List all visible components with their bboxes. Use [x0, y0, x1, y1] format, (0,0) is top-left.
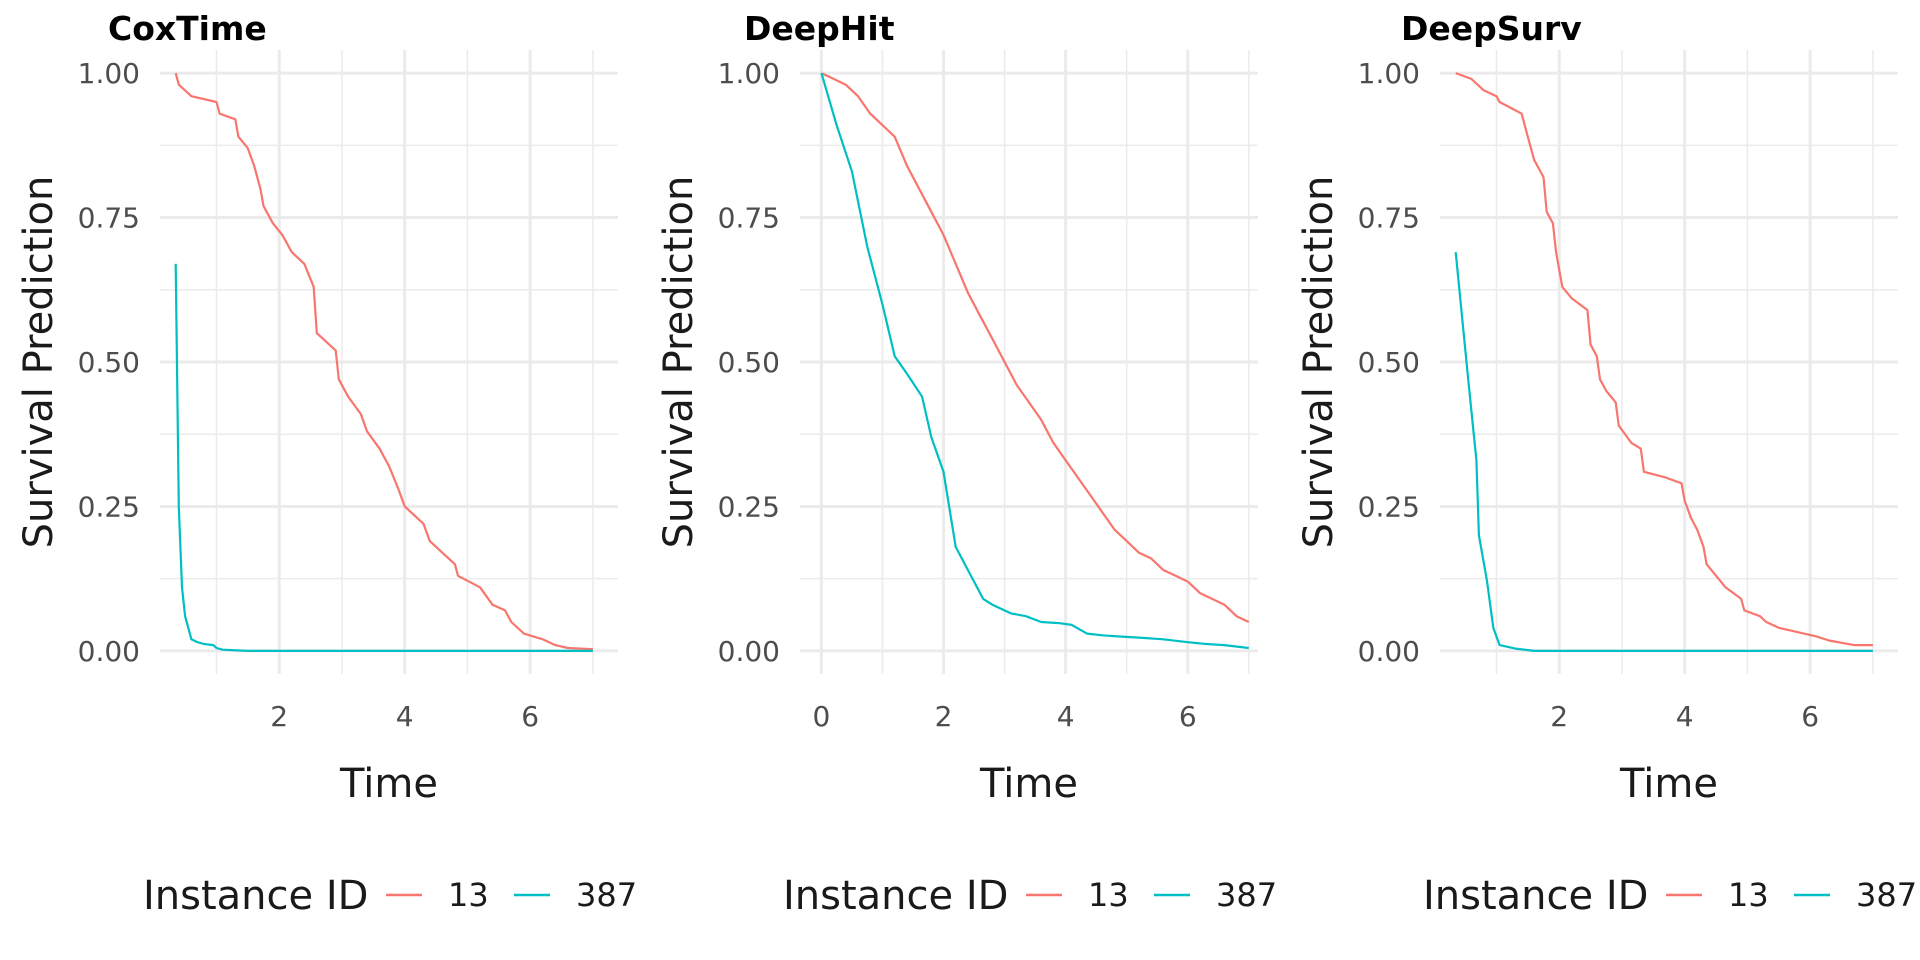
legend-title: Instance ID [783, 873, 1008, 919]
y-axis-title: Survival Prediction [1296, 176, 1342, 549]
panel-title: DeepSurv [1401, 9, 1582, 48]
legend-label-13: 13 [448, 876, 489, 914]
y-tick-label: 1.00 [718, 57, 780, 90]
gridlines [800, 50, 1258, 674]
x-tick-label: 4 [1676, 700, 1694, 733]
legend-label-387: 387 [1216, 876, 1277, 914]
x-tick-label: 2 [270, 700, 288, 733]
y-tick-label: 0.00 [78, 635, 140, 668]
y-tick-label: 0.25 [1358, 490, 1420, 523]
x-tick-label: 2 [935, 700, 953, 733]
panel-title: DeepHit [744, 9, 895, 48]
x-tick-label: 6 [1801, 700, 1819, 733]
y-axis-title: Survival Prediction [656, 176, 702, 549]
x-tick-label: 0 [812, 700, 830, 733]
legend: Instance ID 13 387 [783, 873, 1277, 919]
series-line-387 [1454, 252, 1873, 652]
x-axis-title: Time [339, 761, 438, 807]
series-line-13 [1455, 72, 1873, 647]
legend: Instance ID 13 387 [1423, 873, 1917, 919]
legend-label-387: 387 [1856, 876, 1917, 914]
y-tick-label: 0.75 [78, 202, 140, 235]
x-tick-label: 6 [521, 700, 539, 733]
legend-label-387: 387 [576, 876, 637, 914]
panel-title: CoxTime [108, 9, 267, 48]
x-tick-label: 6 [1179, 700, 1197, 733]
gridlines [160, 50, 618, 674]
y-tick-label: 0.25 [78, 490, 140, 523]
x-tick-label: 4 [396, 700, 414, 733]
y-tick-label: 0.50 [718, 346, 780, 379]
x-axis-title: Time [1619, 761, 1718, 807]
y-tick-label: 1.00 [1358, 57, 1420, 90]
series-line-13 [174, 72, 593, 651]
panel-coxtime: 0.00 0.25 0.50 0.75 1.00 2 4 6 Time Survival Pred… [16, 9, 637, 919]
y-tick-label: 0.75 [1358, 202, 1420, 235]
panel-deepsurv: 0.00 0.25 0.50 0.75 1.00 2 4 6 Time Survival Pred… [1296, 9, 1917, 919]
y-axis-title: Survival Prediction [16, 176, 62, 549]
legend-label-13: 13 [1088, 876, 1129, 914]
legend-label-13: 13 [1728, 876, 1769, 914]
y-tick-label: 0.50 [78, 346, 140, 379]
series-line-387 [820, 72, 1249, 650]
y-tick-label: 0.00 [1358, 635, 1420, 668]
series-line-387 [174, 263, 593, 652]
legend-title: Instance ID [1423, 873, 1648, 919]
x-tick-label: 4 [1057, 700, 1075, 733]
y-tick-label: 0.50 [1358, 346, 1420, 379]
series-line-13 [820, 72, 1250, 623]
y-tick-label: 0.25 [718, 490, 780, 523]
gridlines [1440, 50, 1898, 674]
legend: Instance ID 13 387 [143, 873, 637, 919]
legend-title: Instance ID [143, 873, 368, 919]
y-tick-label: 0.00 [718, 635, 780, 668]
y-tick-label: 0.75 [718, 202, 780, 235]
x-axis-title: Time [979, 761, 1078, 807]
y-tick-label: 1.00 [78, 57, 140, 90]
panel-deephit: 0.00 0.25 0.50 0.75 1.00 0 2 4 6 Time Survival Pre… [656, 9, 1277, 919]
x-tick-label: 2 [1550, 700, 1568, 733]
